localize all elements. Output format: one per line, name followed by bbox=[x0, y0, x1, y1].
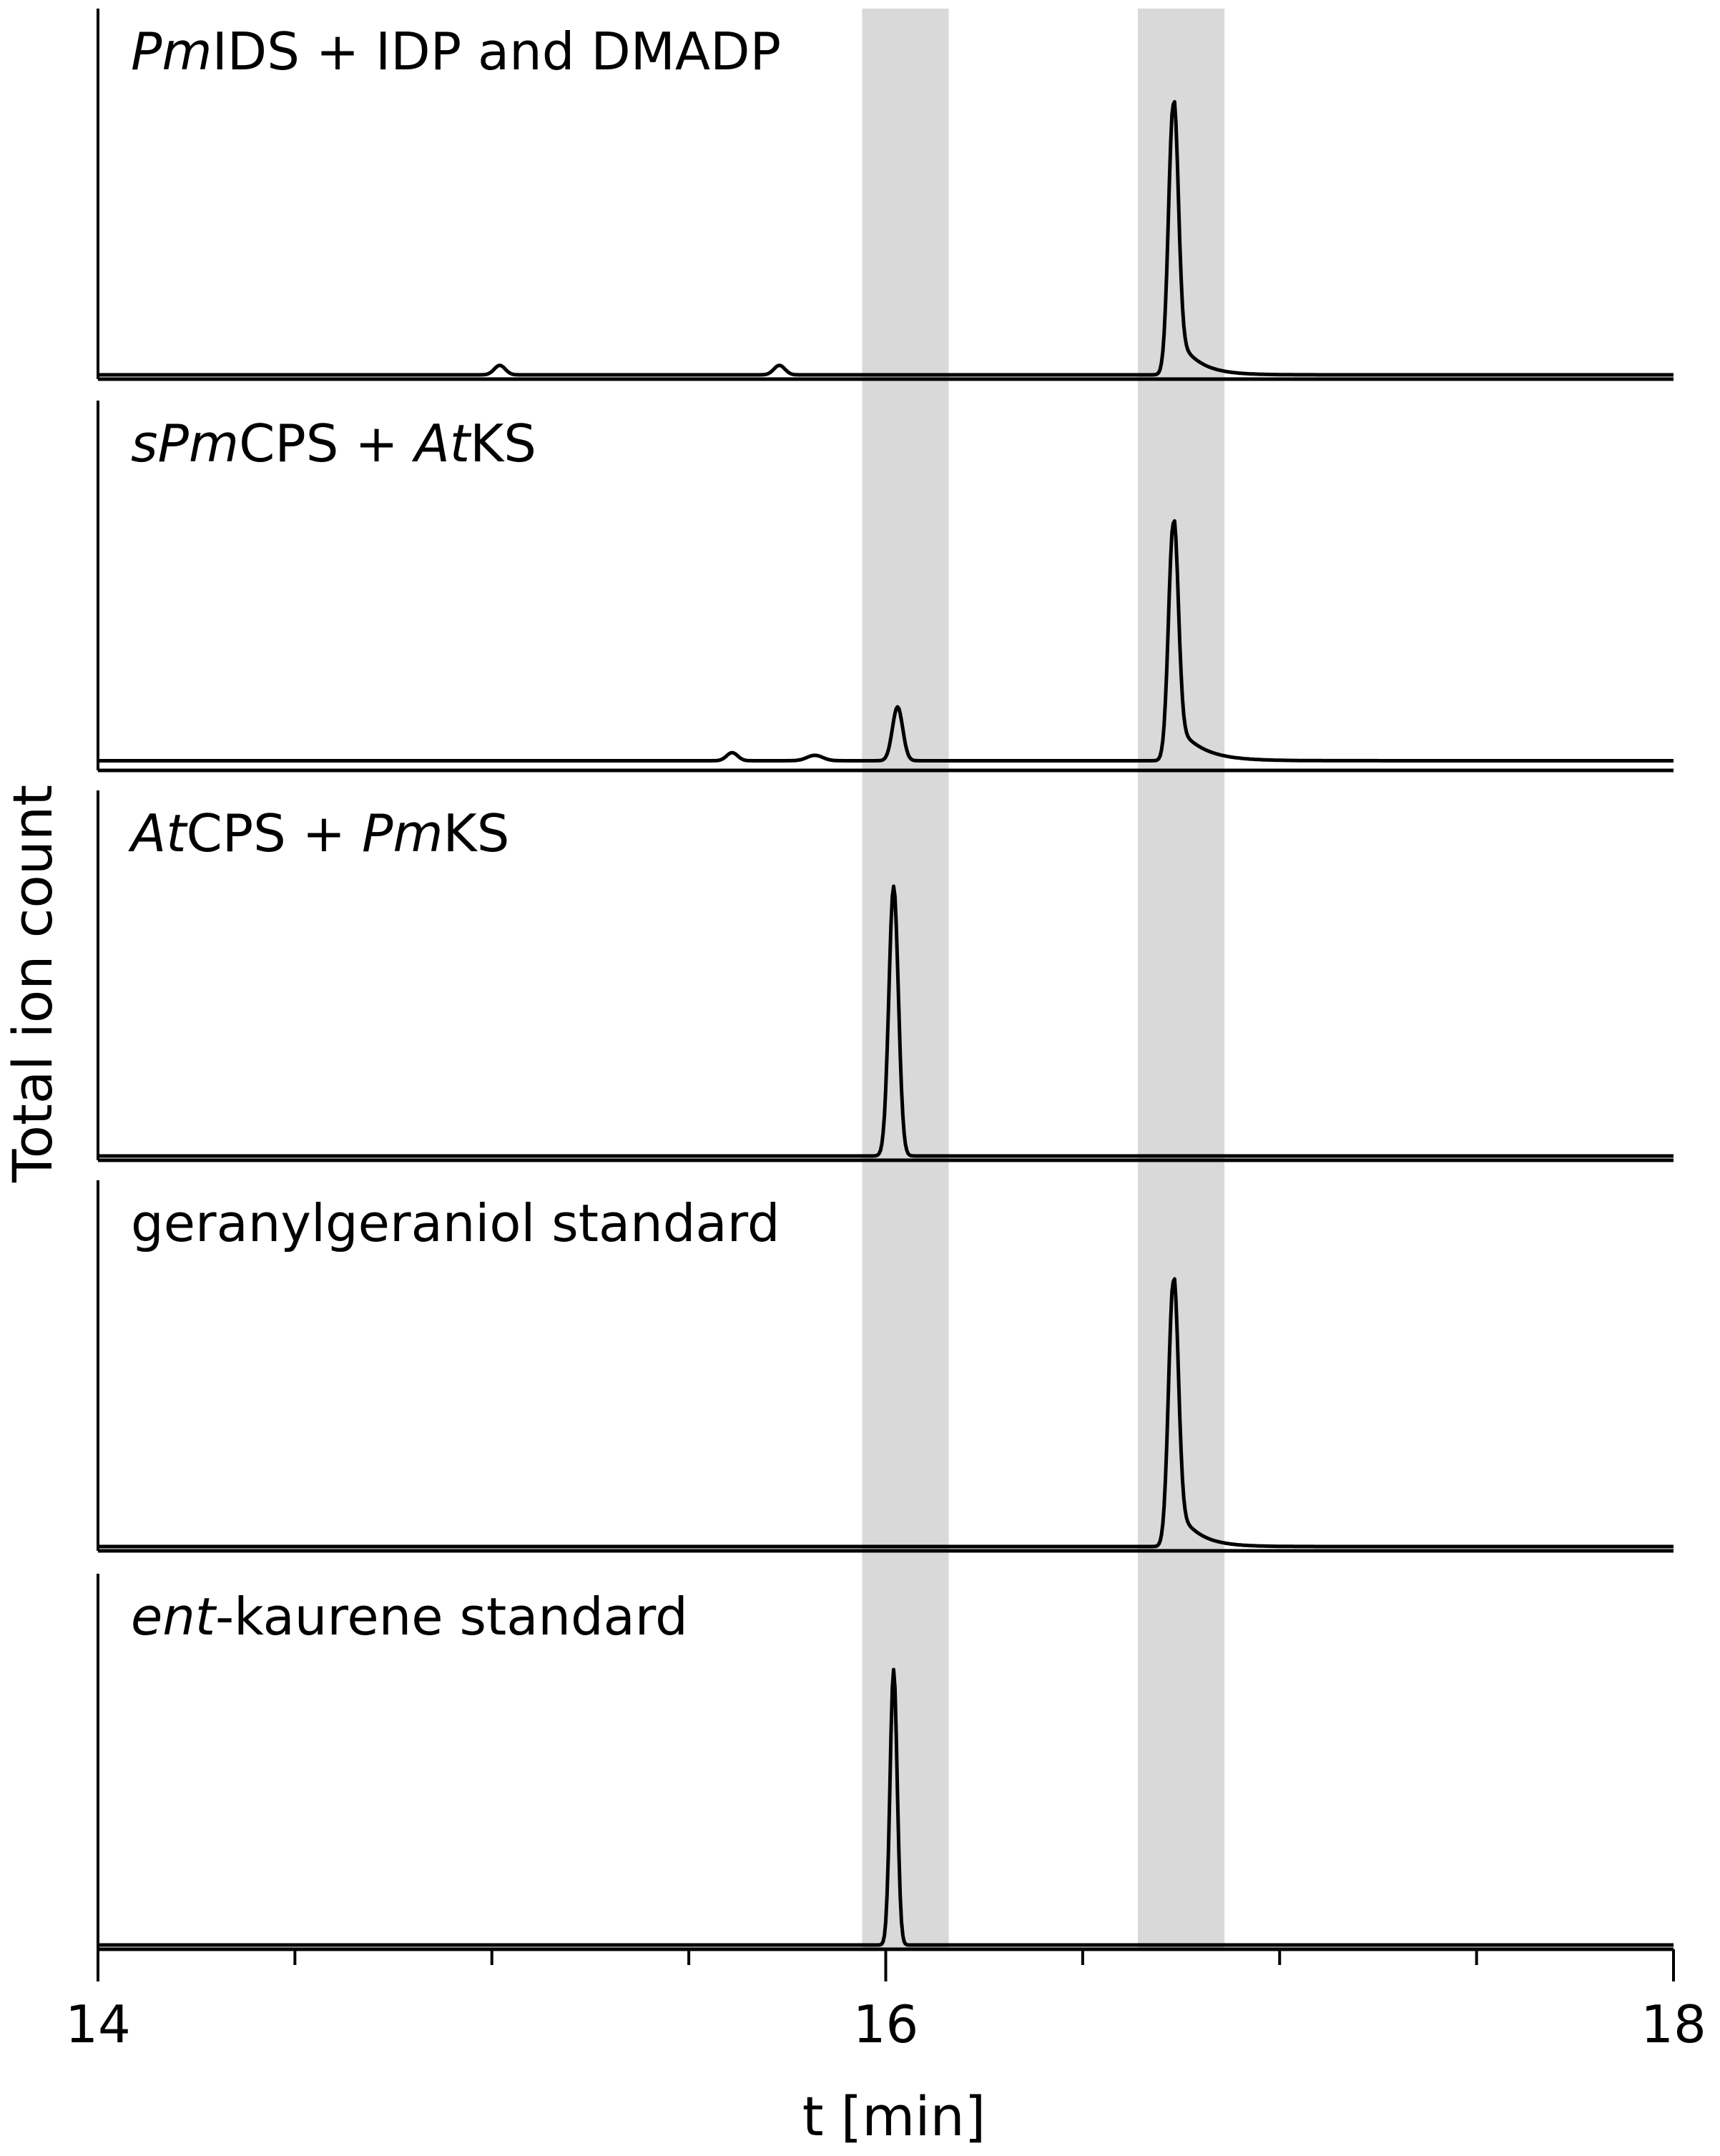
panel-2-label: sPmCPS + AtKS bbox=[131, 413, 536, 474]
panel-1-label: PmIDS + IDP and DMADP bbox=[131, 21, 781, 82]
panel-3-label: AtCPS + PmKS bbox=[128, 803, 509, 863]
x-tick-label-18: 18 bbox=[1641, 1994, 1706, 2054]
panel-1: PmIDS + IDP and DMADP bbox=[97, 9, 1674, 381]
panel-2-trace bbox=[97, 519, 1674, 763]
highlight-band-1 bbox=[862, 9, 949, 1949]
panel-5-label-part-2: -kaurene standard bbox=[215, 1587, 688, 1647]
panel-2-label-part-3: At bbox=[412, 413, 472, 474]
panel-5-label: ent-kaurene standard bbox=[131, 1587, 688, 1647]
x-axis-title: t [min] bbox=[802, 2084, 986, 2148]
panel-1-label-part-2: IDS + IDP and DMADP bbox=[212, 21, 781, 82]
panel-3-trace bbox=[97, 884, 1674, 1158]
panel-4-label: geranylgeraniol standard bbox=[131, 1193, 780, 1253]
panel-2-label-part-1: sPm bbox=[131, 413, 239, 474]
panel-2: sPmCPS + AtKS bbox=[97, 401, 1674, 773]
x-axis: 14 16 18 bbox=[65, 1949, 1706, 2054]
x-tick-label-16: 16 bbox=[853, 1994, 919, 2054]
highlight-bands bbox=[862, 9, 1225, 1949]
y-axis-title: Total ion count bbox=[1, 785, 64, 1183]
panel-5-trace bbox=[97, 1667, 1674, 1947]
panel-1-trace bbox=[97, 99, 1674, 377]
panel-3-label-part-3: Pm bbox=[362, 803, 443, 863]
panel-3-label-part-4: KS bbox=[443, 803, 510, 863]
panel-2-label-part-4: KS bbox=[470, 413, 536, 474]
panel-3-label-part-1: At bbox=[128, 803, 188, 863]
panel-3-label-part-2: CPS + bbox=[186, 803, 362, 863]
panel-5-label-part-1: ent bbox=[131, 1587, 217, 1647]
panel-4: geranylgeraniol standard bbox=[97, 1180, 1674, 1553]
panel-3: AtCPS + PmKS bbox=[97, 790, 1674, 1162]
panel-2-label-part-2: CPS + bbox=[239, 413, 415, 474]
panel-4-trace bbox=[97, 1277, 1674, 1549]
panel-1-label-part-1: Pm bbox=[131, 21, 212, 82]
panel-4-label-part-1: geranylgeraniol standard bbox=[131, 1193, 780, 1253]
highlight-band-2 bbox=[1137, 9, 1225, 1949]
x-tick-label-14: 14 bbox=[65, 1994, 131, 2054]
